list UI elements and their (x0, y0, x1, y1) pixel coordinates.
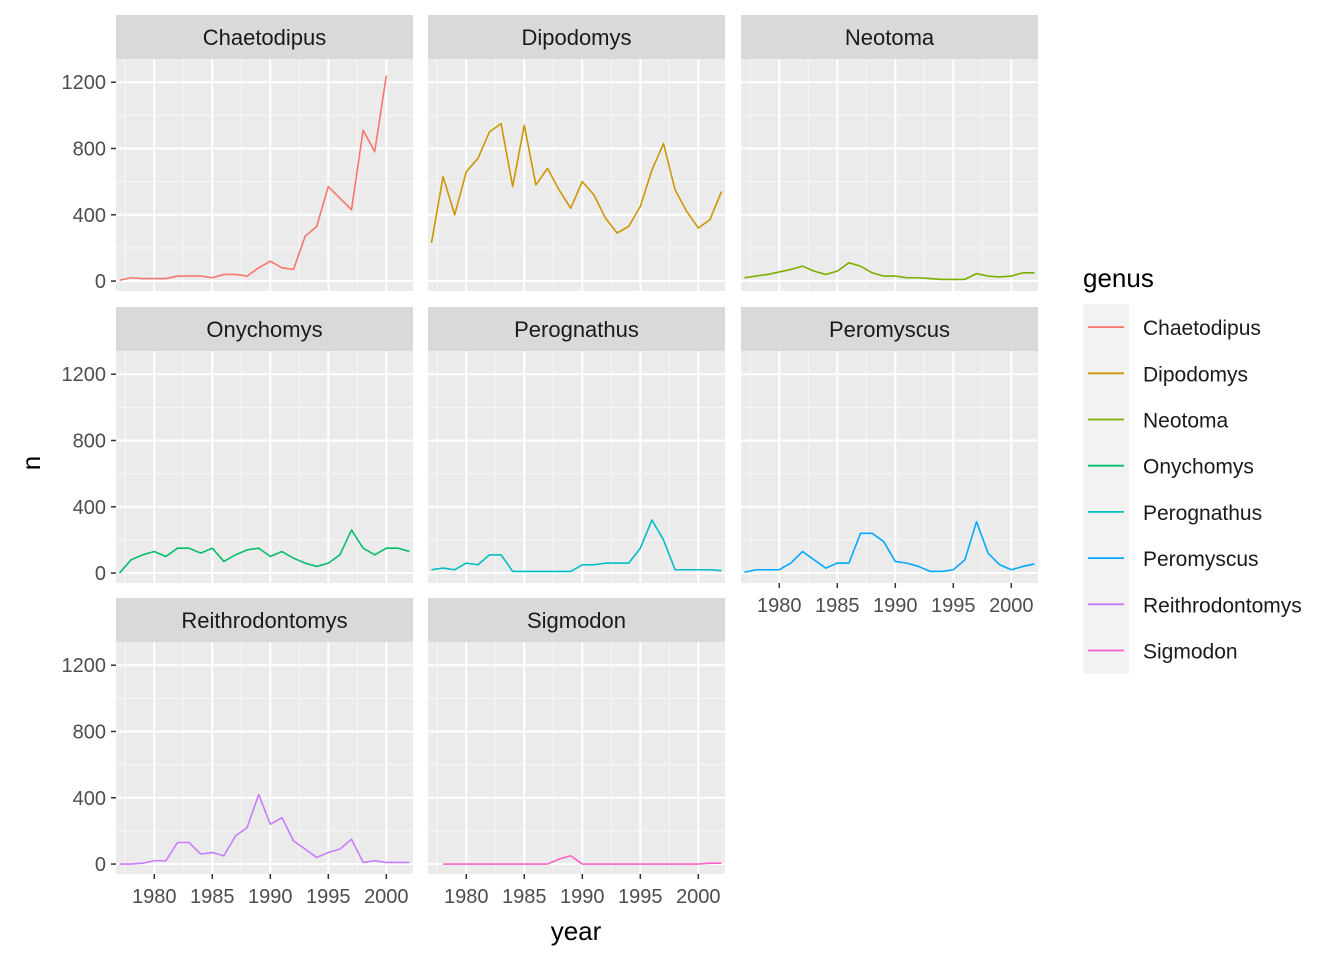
y-tick-label: 800 (73, 721, 106, 743)
x-tick-label: 1995 (618, 886, 663, 908)
panel-background-dipodomys (428, 59, 725, 291)
y-tick-label: 400 (73, 497, 106, 519)
facet-strip-label-reithrodontomys: Reithrodontomys (181, 608, 347, 633)
y-tick-label: 1200 (62, 364, 107, 386)
facet-strip-label-onychomys: Onychomys (206, 317, 322, 342)
series-line-perognathus (431, 519, 722, 573)
legend-label-chaetodipus: Chaetodipus (1143, 317, 1261, 340)
facet-strip-reithrodontomys (116, 598, 413, 642)
series-line-onychomys (118, 529, 410, 574)
x-tick-label: 1985 (815, 595, 860, 617)
x-tick-label: 1990 (248, 886, 293, 908)
panel-background-perognathus (428, 351, 725, 583)
facet-strip-dipodomys (428, 15, 725, 59)
x-tick-label: 1980 (444, 886, 489, 908)
facet-strip-neotoma (741, 15, 1038, 59)
y-tick-label: 0 (95, 563, 106, 585)
facet-strip-sigmodon (428, 598, 725, 642)
x-axis-title: year (551, 916, 602, 946)
series-line-neotoma (744, 262, 1035, 281)
panel-background-chaetodipus (116, 59, 413, 291)
x-tick-label: 1995 (306, 886, 351, 908)
x-tick-label: 1980 (757, 595, 802, 617)
legend-label-onychomys: Onychomys (1143, 456, 1254, 479)
facet-strip-peromyscus (741, 307, 1038, 351)
facet-strip-chaetodipus (116, 15, 413, 59)
x-tick-label: 1990 (560, 886, 605, 908)
facet-strip-onychomys (116, 307, 413, 351)
x-tick-label: 1995 (931, 595, 976, 617)
x-tick-label: 1990 (873, 595, 918, 617)
panel-background-sigmodon (428, 642, 725, 874)
legend-label-perognathus: Perognathus (1143, 502, 1262, 525)
panel-background-onychomys (116, 351, 413, 583)
y-tick-label: 800 (73, 138, 106, 160)
series-line-sigmodon (443, 854, 722, 865)
y-axis-title: n (16, 456, 46, 470)
series-line-dipodomys (430, 122, 723, 244)
facet-strip-label-peromyscus: Peromyscus (829, 317, 950, 342)
facet-strip-perognathus (428, 307, 725, 351)
panel-background-reithrodontomys (116, 642, 413, 874)
legend-label-sigmodon: Sigmodon (1143, 641, 1238, 664)
legend-label-dipodomys: Dipodomys (1143, 363, 1248, 386)
panel-background-neotoma (741, 59, 1038, 291)
facet-strip-label-sigmodon: Sigmodon (527, 608, 626, 633)
y-tick-label: 400 (73, 205, 106, 227)
y-tick-label: 1200 (62, 655, 107, 677)
legend-label-neotoma: Neotoma (1143, 410, 1229, 433)
facet-strip-label-chaetodipus: Chaetodipus (203, 25, 327, 50)
y-tick-label: 0 (95, 271, 106, 293)
legend-label-reithrodontomys: Reithrodontomys (1143, 594, 1302, 617)
x-tick-label: 2000 (676, 886, 721, 908)
y-tick-label: 400 (73, 788, 106, 810)
facet-strip-label-perognathus: Perognathus (514, 317, 639, 342)
y-tick-label: 1200 (62, 72, 107, 94)
facet-strip-label-dipodomys: Dipodomys (521, 25, 631, 50)
x-tick-label: 1985 (190, 886, 235, 908)
panel-background-peromyscus (741, 351, 1038, 583)
legend-title: genus (1083, 263, 1154, 293)
x-tick-label: 2000 (989, 595, 1034, 617)
series-line-reithrodontomys (119, 793, 410, 865)
series-line-chaetodipus (119, 75, 388, 282)
legend-label-peromyscus: Peromyscus (1143, 548, 1259, 571)
x-tick-label: 2000 (364, 886, 409, 908)
series-line-peromyscus (744, 520, 1035, 574)
y-tick-label: 0 (95, 854, 106, 876)
y-tick-label: 800 (73, 430, 106, 452)
x-tick-label: 1985 (502, 886, 547, 908)
facet-strip-label-neotoma: Neotoma (845, 25, 935, 50)
x-tick-label: 1980 (132, 886, 177, 908)
